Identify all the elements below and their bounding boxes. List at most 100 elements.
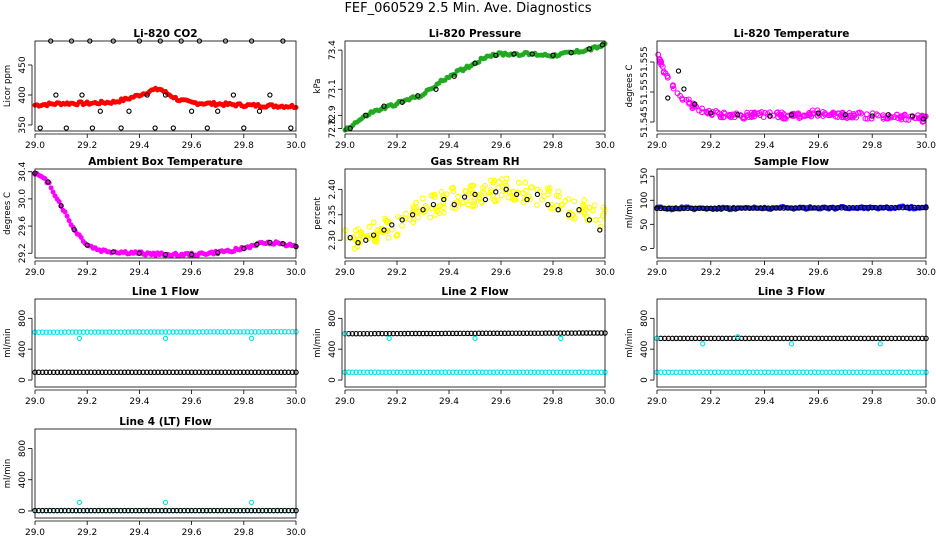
data-point [218,369,225,376]
data-point [731,205,737,211]
data-point [594,330,601,336]
chart-title: Li-820 CO2 [133,28,197,40]
data-point [892,204,899,211]
data-point [692,101,698,107]
x-tick-label: 29.6 [491,141,511,151]
data-point [65,329,72,335]
x-tick-label: 29.8 [862,141,882,151]
chart-title: Gas Stream RH [430,156,519,168]
data-series-avg [32,85,299,111]
data-series-cyan [654,369,929,376]
data-point [385,219,391,226]
data-point [278,507,284,514]
data-point [471,198,477,205]
data-point [62,329,68,335]
data-point [76,507,83,514]
data-point [39,329,46,335]
data-point [431,194,438,200]
data-point [911,369,918,376]
data-point [103,329,109,335]
y-tick-label: 72.8 [328,118,338,138]
data-point [679,96,686,103]
data-point [527,330,534,336]
data-point [681,86,687,92]
data-point [700,341,706,347]
data-point [285,329,292,335]
data-point [549,205,556,212]
data-point [688,335,695,342]
data-point [267,92,273,98]
data-point [501,330,508,337]
data-point [71,226,77,233]
data-point [147,329,154,335]
data-point [427,369,434,376]
chart-panel: Li-820 Pressure kPa 29.0 29.2 29.4 29.6 29.8 30… [313,28,615,151]
data-point [904,369,910,376]
data-point [89,125,96,131]
data-point [823,369,829,376]
data-point [815,205,822,211]
x-tick-label: 29.8 [234,141,254,151]
data-point [920,116,926,122]
data-point [423,330,430,337]
x-tick-label: 29.8 [543,397,563,407]
data-point [865,204,872,211]
data-point [173,369,180,376]
plot-frame [656,168,927,259]
data-point [84,329,90,335]
data-point [159,507,165,514]
data-point [289,329,296,335]
data-point [857,335,864,342]
data-point [136,507,143,514]
data-point [159,329,165,335]
data-point [413,199,420,206]
data-point [375,369,382,376]
data-point [561,369,567,376]
data-point [493,52,499,58]
data-point [125,369,131,376]
data-point [591,330,597,336]
data-point [696,205,703,212]
data-point [503,182,510,189]
data-point [370,219,377,226]
data-point [215,249,221,256]
data-point [472,202,479,209]
data-point [842,335,849,342]
y-tick-label: 100 [640,191,650,208]
data-point [488,177,494,184]
data-point [377,227,384,234]
data-point [880,112,887,119]
data-point [252,369,258,376]
data-series-black [32,507,299,514]
x-axis: 29.0 29.2 29.4 29.6 29.8 30.0 [335,389,615,407]
data-point [469,202,476,209]
data-point [288,125,294,131]
data-point [850,335,856,342]
x-tick-label: 29.6 [182,268,202,278]
y-tick-label: 800 [18,309,28,326]
data-point [586,46,593,52]
data-point [468,330,475,337]
data-point [681,335,687,342]
data-point [557,369,564,376]
data-point [715,369,722,376]
data-point [509,195,516,202]
data-point [110,249,116,255]
data-point [140,329,146,335]
data-point [869,335,875,342]
data-point [401,369,408,376]
y-tick-label: 2.35 [328,205,338,225]
data-point [505,194,512,201]
data-point [877,369,883,376]
data-point [557,330,564,336]
data-point [476,194,483,201]
data-point [670,82,676,89]
x-tick-label: 29.8 [234,528,254,538]
chart-panel: Line 2 Flow ml/min 29.0 29.2 29.4 29.6 29.8 30.… [313,286,615,407]
data-point [919,335,925,342]
x-tick-label: 29.2 [701,268,721,278]
data-point [349,369,356,376]
data-point [241,329,247,335]
data-point [438,369,445,376]
